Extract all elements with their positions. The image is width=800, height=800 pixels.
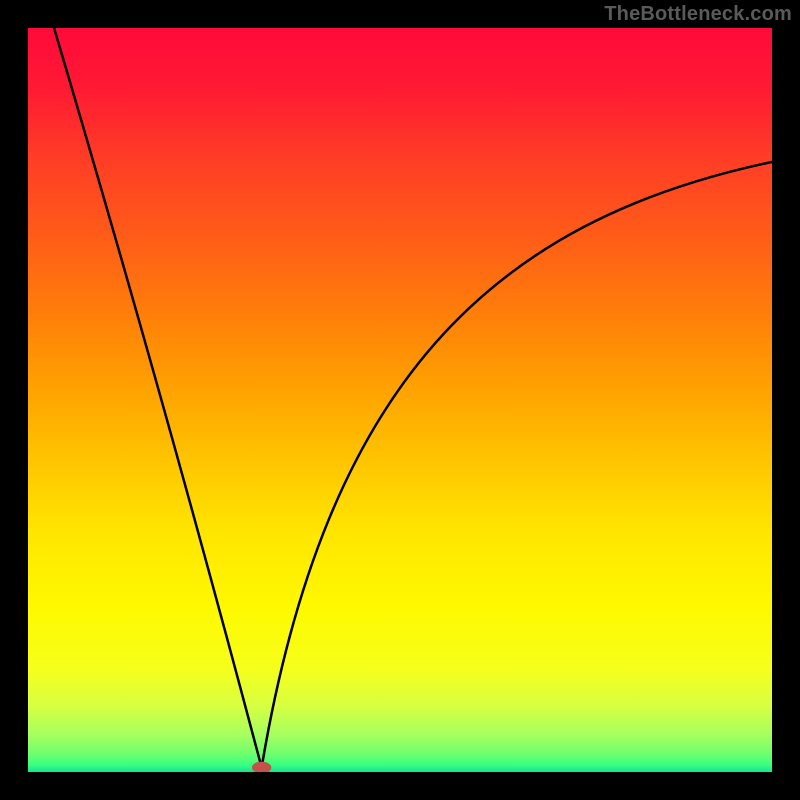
watermark-text: TheBottleneck.com <box>604 3 792 26</box>
chart-svg <box>28 28 772 772</box>
plot-area <box>28 28 772 772</box>
chart-frame: TheBottleneck.com <box>0 0 800 800</box>
chart-background <box>28 28 772 772</box>
